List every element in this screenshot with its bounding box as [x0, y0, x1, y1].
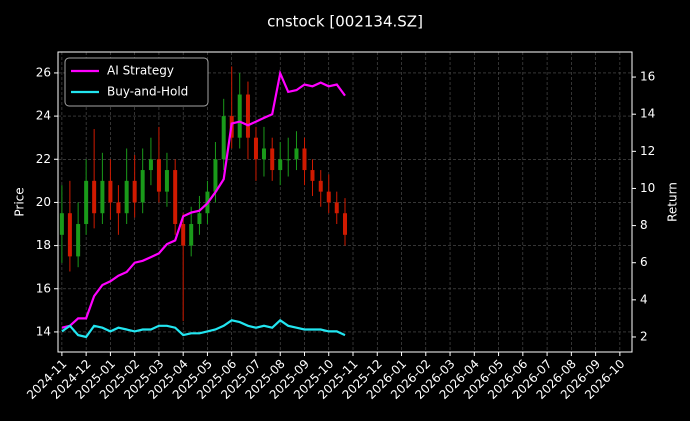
legend-label: AI Strategy: [107, 64, 174, 78]
y-tick-label: 24: [36, 109, 51, 123]
candle-body: [140, 170, 145, 203]
candle-body: [116, 202, 121, 214]
candle-body: [334, 202, 339, 214]
y2-tick-label: 14: [640, 107, 655, 121]
candle-body: [92, 180, 97, 214]
chart-title: cnstock [002134.SZ]: [267, 13, 423, 31]
candle-body: [237, 94, 242, 138]
candle-body: [59, 213, 64, 235]
candle-body: [189, 224, 194, 246]
candle-body: [197, 213, 202, 225]
y2-axis-label: Return: [666, 182, 680, 222]
candle-body: [67, 213, 72, 257]
y-tick-label: 26: [36, 65, 51, 79]
candle-body: [286, 159, 291, 161]
candle-body: [84, 180, 89, 225]
candle-body: [181, 224, 186, 246]
candle-body: [173, 170, 178, 225]
candle-body: [156, 159, 161, 192]
candle-body: [245, 94, 250, 138]
legend-box: [64, 57, 209, 107]
candle-body: [100, 180, 105, 214]
line-series: [61, 69, 346, 329]
candle-body: [124, 180, 129, 214]
candle-body: [343, 213, 347, 235]
candle-body: [318, 180, 323, 192]
candle-body: [148, 159, 153, 171]
candle-body: [294, 148, 299, 160]
candle-body: [326, 191, 331, 203]
y2-tick-label: 8: [640, 218, 648, 232]
candle-body: [108, 180, 113, 203]
line-series: [61, 318, 346, 339]
candle-body: [270, 148, 275, 171]
candle-body: [76, 224, 81, 257]
candle-body: [164, 170, 169, 192]
candle-body: [261, 148, 266, 160]
candle-body: [253, 137, 258, 160]
y2-tick-label: 12: [640, 144, 655, 158]
legend-label: Buy-and-Hold: [107, 85, 188, 99]
candle-body: [221, 116, 226, 160]
candle-body: [302, 148, 307, 171]
candle-body: [132, 180, 137, 203]
y-tick-label: 14: [36, 324, 51, 338]
candle-body: [310, 170, 315, 181]
y2-tick-label: 4: [640, 292, 648, 306]
y-axis-label: Price: [13, 187, 27, 216]
y2-tick-label: 10: [640, 181, 655, 195]
y2-tick-label: 6: [640, 255, 648, 269]
candle-body: [213, 159, 218, 192]
y-tick-label: 20: [36, 195, 51, 209]
y-tick-label: 18: [36, 238, 51, 252]
y-tick-label: 16: [36, 281, 51, 295]
y2-tick-label: 16: [640, 70, 655, 84]
y2-tick-label: 2: [640, 329, 648, 343]
candle-body: [278, 159, 283, 171]
y-tick-label: 22: [36, 152, 51, 166]
plot-frame: [57, 51, 633, 353]
